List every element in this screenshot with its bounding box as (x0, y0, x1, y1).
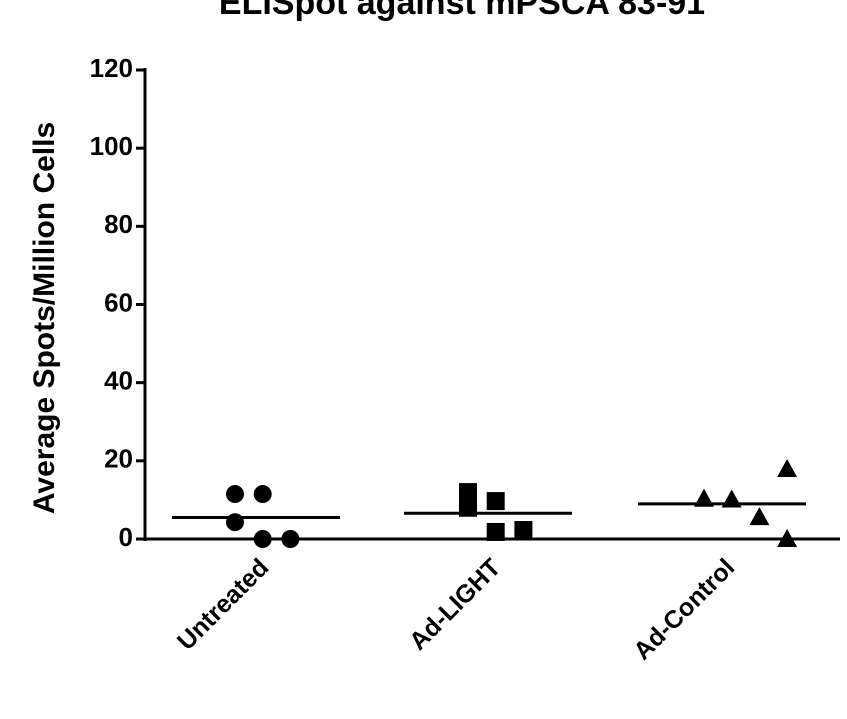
x-tick-label: Ad-LIGHT (404, 553, 506, 655)
chart-title: ELISpot against mPSCA 83-91 (219, 0, 705, 22)
y-tick-label: 80 (104, 209, 133, 239)
data-point (226, 513, 244, 532)
y-tick-label: 120 (90, 53, 133, 83)
y-tick-label: 60 (104, 287, 133, 317)
y-tick-label: 20 (104, 444, 133, 474)
data-point (253, 485, 272, 504)
x-tick-label: Untreated (172, 553, 274, 655)
data-point (281, 530, 300, 548)
data-point (514, 521, 533, 540)
data-point (486, 492, 505, 511)
y-tick-label: 100 (90, 131, 133, 161)
data-point (749, 507, 770, 526)
data-point (777, 529, 798, 547)
data-point (694, 488, 714, 507)
data-point (226, 485, 244, 504)
data-point (253, 530, 272, 548)
y-axis-label: Average Spots/Million Cells (28, 122, 61, 514)
y-tick-label: 0 (119, 522, 133, 552)
data-point (486, 522, 505, 541)
y-tick-label: 40 (104, 366, 133, 396)
data-point (777, 459, 798, 478)
x-tick-label: Ad-Control (628, 553, 740, 665)
data-point (459, 483, 477, 502)
